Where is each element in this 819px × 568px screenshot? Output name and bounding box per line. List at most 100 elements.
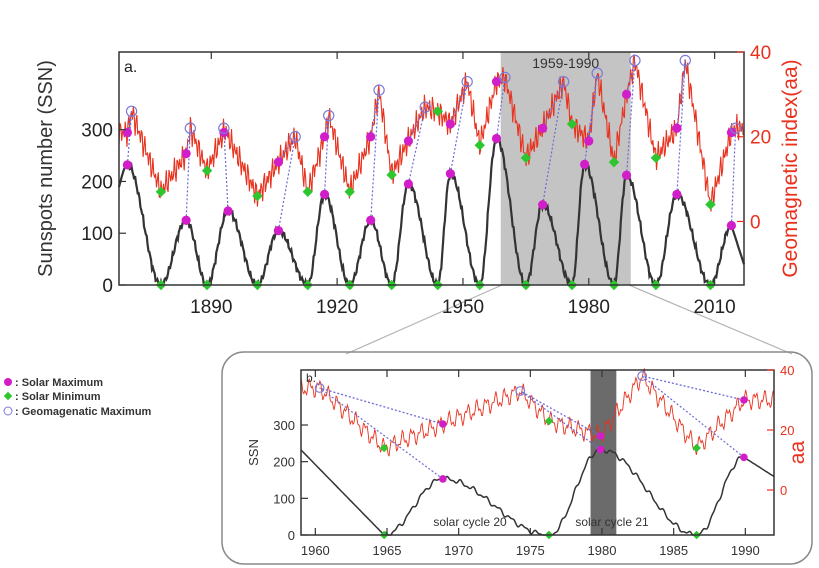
y-tick-label: 100 — [273, 491, 295, 506]
y2-tick-label: 20 — [750, 128, 771, 149]
y-tick-label: 200 — [81, 172, 113, 193]
aa-solar-max-point — [596, 432, 605, 440]
panel-b: 1960 1965 1970 1975 1980 1985 1990 0 100 200 300 0 2… — [246, 363, 809, 558]
y2-tick-label: 0 — [750, 212, 761, 233]
aa-solar-max-point — [366, 132, 376, 142]
geomagnetic-max-point — [499, 71, 511, 84]
connector-line — [319, 387, 444, 480]
y2-tick-label: 0 — [780, 483, 787, 498]
geomagnetic-max-point — [218, 122, 230, 134]
y2-axis-title: Geomagnetic index(aa) — [779, 59, 802, 277]
shaded-interval-label: 1959-1990 — [532, 55, 599, 71]
aa-solar-min-point — [201, 165, 213, 176]
connector-line — [126, 111, 133, 165]
geomagnetic-max-point — [373, 84, 385, 96]
aa-solar-min-point — [379, 443, 389, 453]
y-tick-label: 0 — [288, 528, 295, 543]
connector-line — [319, 387, 444, 425]
connector-line — [519, 390, 601, 437]
geomagnetic-max-point — [679, 54, 691, 67]
panel-a: 1959-1990 1890 1920 1950 1980 2010 0 100 200 300 0… — [35, 43, 802, 318]
x-tick-label: 1990 — [731, 543, 760, 558]
y-axis-title: Sunspots number (SSN) — [35, 60, 57, 277]
x-tick-label: 2010 — [693, 297, 735, 318]
ssn-solar-max-point — [439, 475, 447, 483]
x-tick-label: 1920 — [316, 297, 358, 318]
aa-series-line — [118, 54, 745, 212]
ssn-solar-max-point — [740, 453, 748, 462]
geomagnetic-max-point — [629, 54, 641, 67]
legend-label-solar-min: : Solar Minimum — [15, 391, 101, 403]
connector-line — [542, 81, 565, 129]
geomagnetic-max-point — [637, 371, 648, 381]
y-tick-label: 200 — [273, 455, 295, 470]
aa-solar-max-point — [273, 157, 283, 167]
ssn-solar-max-point — [621, 170, 632, 180]
x-tick-label: 1975 — [516, 543, 545, 558]
aa-solar-min-point — [650, 152, 662, 164]
y-tick-label: 300 — [273, 418, 295, 433]
geomagnetic-max-point — [461, 75, 473, 88]
panel-label: b. — [306, 371, 316, 385]
ssn-solar-max-point — [672, 189, 682, 199]
aa-solar-max-point — [219, 127, 229, 138]
connector-line — [449, 81, 468, 125]
aa-solar-max-point — [740, 396, 748, 404]
geomagnetic-max-point — [314, 383, 325, 393]
connector-line — [323, 115, 330, 137]
ssn-solar-max-point — [319, 189, 330, 199]
aa-solar-min-point — [474, 139, 485, 151]
x-tick-label: 1970 — [444, 543, 473, 558]
x-tick-label: 1980 — [588, 543, 617, 558]
aa-solar-max-point — [445, 119, 455, 129]
x-tick-label: 1965 — [373, 543, 402, 558]
x-tick-label: 1950 — [442, 297, 484, 318]
legend-marker-geomag-max — [3, 406, 13, 416]
connector-line — [625, 60, 636, 176]
connector-line — [449, 81, 468, 174]
ssn-solar-max-point — [491, 133, 502, 144]
connector-line — [370, 90, 380, 221]
geomagnetic-max-point — [729, 122, 742, 134]
aa-solar-max-point — [584, 136, 594, 146]
connector-line — [223, 128, 229, 211]
legend-marker-solar-max — [4, 378, 12, 386]
connector-line — [542, 81, 565, 205]
geomagnetic-max-point — [125, 105, 138, 118]
aa-solar-max-point — [403, 136, 414, 146]
zoom-connector-right — [628, 284, 793, 355]
ssn-solar-max-point — [181, 215, 191, 225]
plot-area — [119, 52, 744, 285]
aa-solar-min-point — [252, 190, 263, 202]
x-tick-label: 1985 — [659, 543, 688, 558]
y-tick-label: 300 — [81, 121, 113, 142]
ssn-solar-max-point — [580, 159, 590, 169]
ssn-solar-max-point — [273, 226, 283, 236]
y2-axis-title: aa — [786, 441, 809, 465]
connector-line — [126, 111, 133, 133]
y2-tick-label: 40 — [750, 43, 771, 64]
aa-solar-max-point — [319, 132, 330, 142]
geomagnetic-max-point — [591, 67, 603, 79]
legend-label-solar-max: : Solar Maximum — [15, 377, 103, 389]
connector-line — [185, 128, 191, 221]
connector-line — [730, 128, 737, 226]
zoom-panel-frame — [221, 351, 813, 565]
y2-tick-label: 20 — [780, 423, 794, 438]
aa-solar-max-point — [726, 127, 737, 138]
connector-line — [641, 375, 745, 458]
aa-solar-max-point — [672, 123, 682, 133]
connector-line — [323, 115, 330, 195]
ssn-solar-max-point — [538, 200, 548, 210]
aa-solar-min-point — [155, 186, 167, 198]
ssn-solar-max-point — [223, 206, 233, 216]
y-tick-label: 0 — [102, 276, 113, 297]
annotation-1: solar cycle 20 — [433, 515, 507, 529]
y-tick-label: 100 — [81, 224, 113, 245]
ssn-solar-max-point — [596, 445, 605, 454]
aa-solar-max-point — [181, 149, 191, 159]
y-axis-title: SSN — [246, 439, 261, 466]
aa-solar-min-point — [344, 186, 355, 198]
geomagnetic-max-point — [289, 131, 301, 143]
